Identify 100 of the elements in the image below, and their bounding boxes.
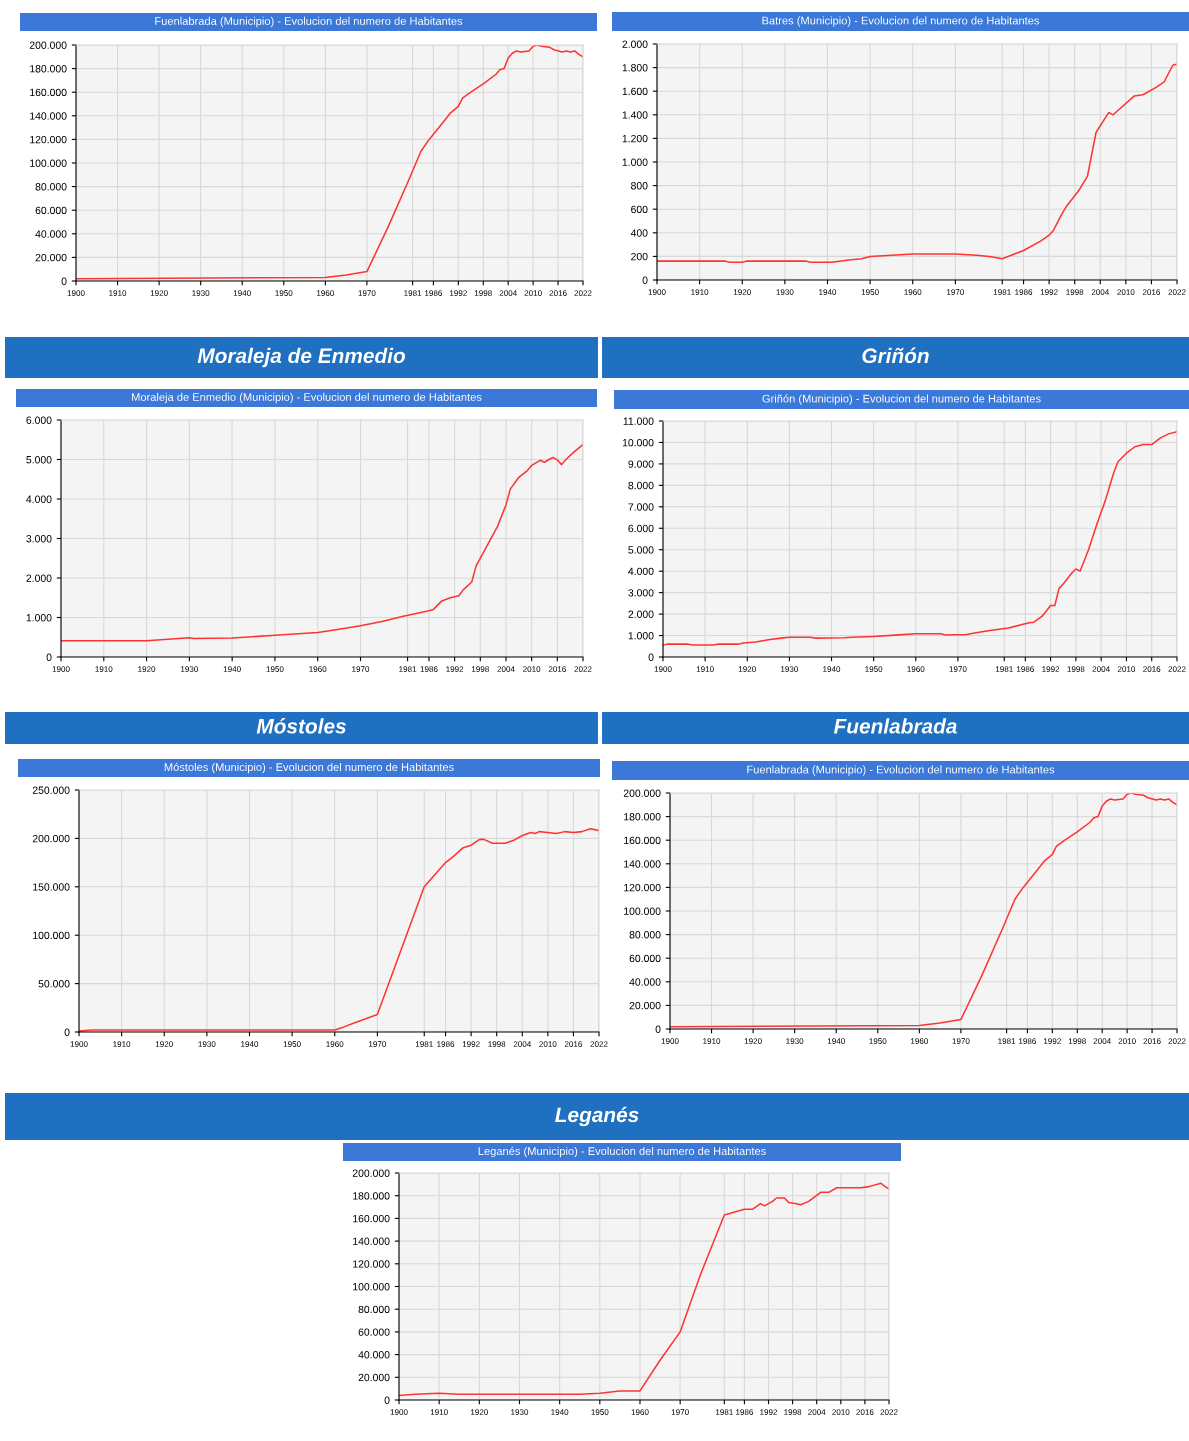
x-tick-label: 1900 bbox=[654, 666, 672, 672]
x-tick-label: 1970 bbox=[358, 290, 376, 296]
x-tick-label: 1940 bbox=[823, 666, 841, 672]
x-tick-label: 1920 bbox=[138, 666, 156, 672]
x-tick-label: 1970 bbox=[952, 1038, 970, 1044]
x-tick-label: 1950 bbox=[283, 1041, 301, 1047]
x-tick-label: 2016 bbox=[1143, 666, 1161, 672]
x-tick-label: 2022 bbox=[880, 1409, 898, 1415]
x-tick-label: 2016 bbox=[549, 290, 567, 296]
y-tick-label: 2.000 bbox=[622, 40, 648, 48]
x-tick-label: 1940 bbox=[819, 289, 837, 295]
y-tick-label: 160.000 bbox=[30, 88, 67, 97]
x-tick-label: 2022 bbox=[574, 666, 592, 672]
x-tick-label: 1992 bbox=[446, 666, 464, 672]
y-tick-label: 200.000 bbox=[32, 834, 70, 843]
x-tick-label: 1981 bbox=[404, 290, 422, 296]
x-tick-label: 1981 bbox=[399, 666, 417, 672]
text: Fuenlabrada bbox=[833, 718, 957, 734]
y-tick-label: 6.000 bbox=[26, 416, 52, 424]
y-tick-label: 1.800 bbox=[622, 64, 648, 72]
x-tick-label: 1920 bbox=[155, 1041, 173, 1047]
x-tick-label: 2010 bbox=[1117, 289, 1135, 295]
y-tick-label: 20.000 bbox=[358, 1373, 390, 1382]
y-tick-label: 6.000 bbox=[628, 524, 654, 533]
x-tick-label: 1992 bbox=[760, 1409, 778, 1415]
x-tick-label: 1920 bbox=[744, 1038, 762, 1044]
x-tick-label: 1900 bbox=[52, 666, 70, 672]
x-tick-label: 1992 bbox=[449, 290, 467, 296]
x-tick-label: 1986 bbox=[1016, 666, 1034, 672]
x-tick-label: 1998 bbox=[1068, 1038, 1086, 1044]
y-tick-label: 2.000 bbox=[26, 574, 52, 582]
x-tick-label: 2010 bbox=[539, 1041, 557, 1047]
y-tick-label: 40.000 bbox=[629, 978, 661, 986]
y-tick-label: 160.000 bbox=[624, 836, 661, 845]
x-tick-label: 2022 bbox=[1168, 666, 1186, 672]
x-tick-label: 1986 bbox=[736, 1409, 754, 1415]
x-tick-label: 2010 bbox=[523, 666, 541, 672]
y-tick-label: 0 bbox=[46, 653, 52, 661]
y-tick-label: 400 bbox=[630, 229, 648, 237]
x-tick-label: 2016 bbox=[1143, 1038, 1161, 1044]
x-tick-label: 1900 bbox=[70, 1041, 88, 1047]
y-tick-label: 3.000 bbox=[628, 589, 654, 597]
y-tick-label: 20.000 bbox=[35, 253, 67, 262]
y-tick-label: 200.000 bbox=[623, 789, 661, 797]
x-tick-label: 1900 bbox=[648, 289, 666, 295]
x-tick-label: 2004 bbox=[513, 1041, 531, 1047]
y-tick-label: 0 bbox=[384, 1396, 390, 1404]
x-tick-label: 1960 bbox=[317, 290, 334, 296]
x-tick-label: 1950 bbox=[865, 666, 883, 672]
x-tick-label: 1940 bbox=[233, 290, 251, 296]
x-tick-label: 1960 bbox=[326, 1041, 344, 1047]
y-tick-label: 200.000 bbox=[352, 1169, 390, 1177]
y-tick-label: 10.000 bbox=[622, 438, 654, 447]
y-tick-label: 180.000 bbox=[30, 65, 67, 73]
x-tick-label: 1930 bbox=[192, 290, 210, 296]
y-tick-label: 0 bbox=[642, 276, 648, 284]
x-tick-label: 1940 bbox=[223, 666, 241, 672]
y-tick-label: 1.000 bbox=[622, 158, 648, 166]
y-tick-label: 600 bbox=[631, 205, 648, 214]
x-tick-label: 2022 bbox=[574, 290, 592, 296]
y-tick-label: 140.000 bbox=[353, 1237, 390, 1245]
y-tick-label: 0 bbox=[655, 1025, 661, 1033]
x-tick-label: 1900 bbox=[661, 1038, 679, 1044]
x-tick-label: 1900 bbox=[67, 290, 85, 296]
y-tick-label: 60.000 bbox=[35, 206, 67, 215]
x-tick-label: 2010 bbox=[524, 290, 542, 296]
chart-title: Moraleja de Enmedio (Municipio) - Evolucion del numero de Habitantes bbox=[132, 392, 482, 404]
x-tick-label: 1910 bbox=[691, 289, 709, 295]
x-tick-label: 1930 bbox=[511, 1409, 529, 1415]
y-tick-label: 3.000 bbox=[26, 535, 52, 543]
y-tick-label: 140.000 bbox=[624, 860, 661, 868]
y-tick-label: 40.000 bbox=[358, 1351, 390, 1359]
y-tick-label: 80.000 bbox=[35, 183, 67, 191]
x-tick-label: 2016 bbox=[1142, 289, 1161, 295]
x-tick-label: 1981 bbox=[998, 1038, 1016, 1044]
x-tick-label: 1910 bbox=[430, 1409, 448, 1415]
x-tick-label: 1998 bbox=[1067, 666, 1085, 672]
x-tick-label: 1940 bbox=[241, 1041, 259, 1047]
x-tick-label: 2004 bbox=[1092, 666, 1110, 672]
x-tick-label: 1970 bbox=[369, 1041, 387, 1047]
chart-title: Griñón (Municipio) - Evolucion del numero de Habitantes bbox=[762, 394, 1041, 405]
x-tick-label: 1970 bbox=[671, 1409, 689, 1415]
y-tick-label: 150.000 bbox=[33, 883, 70, 891]
x-tick-label: 1981 bbox=[993, 289, 1011, 295]
x-tick-label: 2010 bbox=[1118, 1038, 1136, 1044]
x-tick-label: 1992 bbox=[462, 1041, 480, 1047]
y-tick-label: 200.000 bbox=[29, 41, 67, 49]
x-tick-label: 2016 bbox=[856, 1409, 874, 1415]
x-tick-label: 1930 bbox=[198, 1041, 216, 1047]
x-tick-label: 1960 bbox=[907, 666, 925, 672]
y-tick-label: 8.000 bbox=[628, 481, 654, 490]
x-tick-label: 1986 bbox=[420, 666, 438, 672]
x-tick-label: 1920 bbox=[733, 289, 751, 295]
y-tick-label: 120.000 bbox=[624, 883, 661, 892]
line-series bbox=[657, 63, 1177, 264]
x-tick-label: 1910 bbox=[703, 1038, 721, 1044]
x-tick-label: 1998 bbox=[784, 1409, 802, 1415]
x-tick-label: 1986 bbox=[1019, 1038, 1036, 1044]
y-tick-label: 100.000 bbox=[353, 1283, 390, 1291]
y-tick-label: 180.000 bbox=[624, 813, 661, 821]
